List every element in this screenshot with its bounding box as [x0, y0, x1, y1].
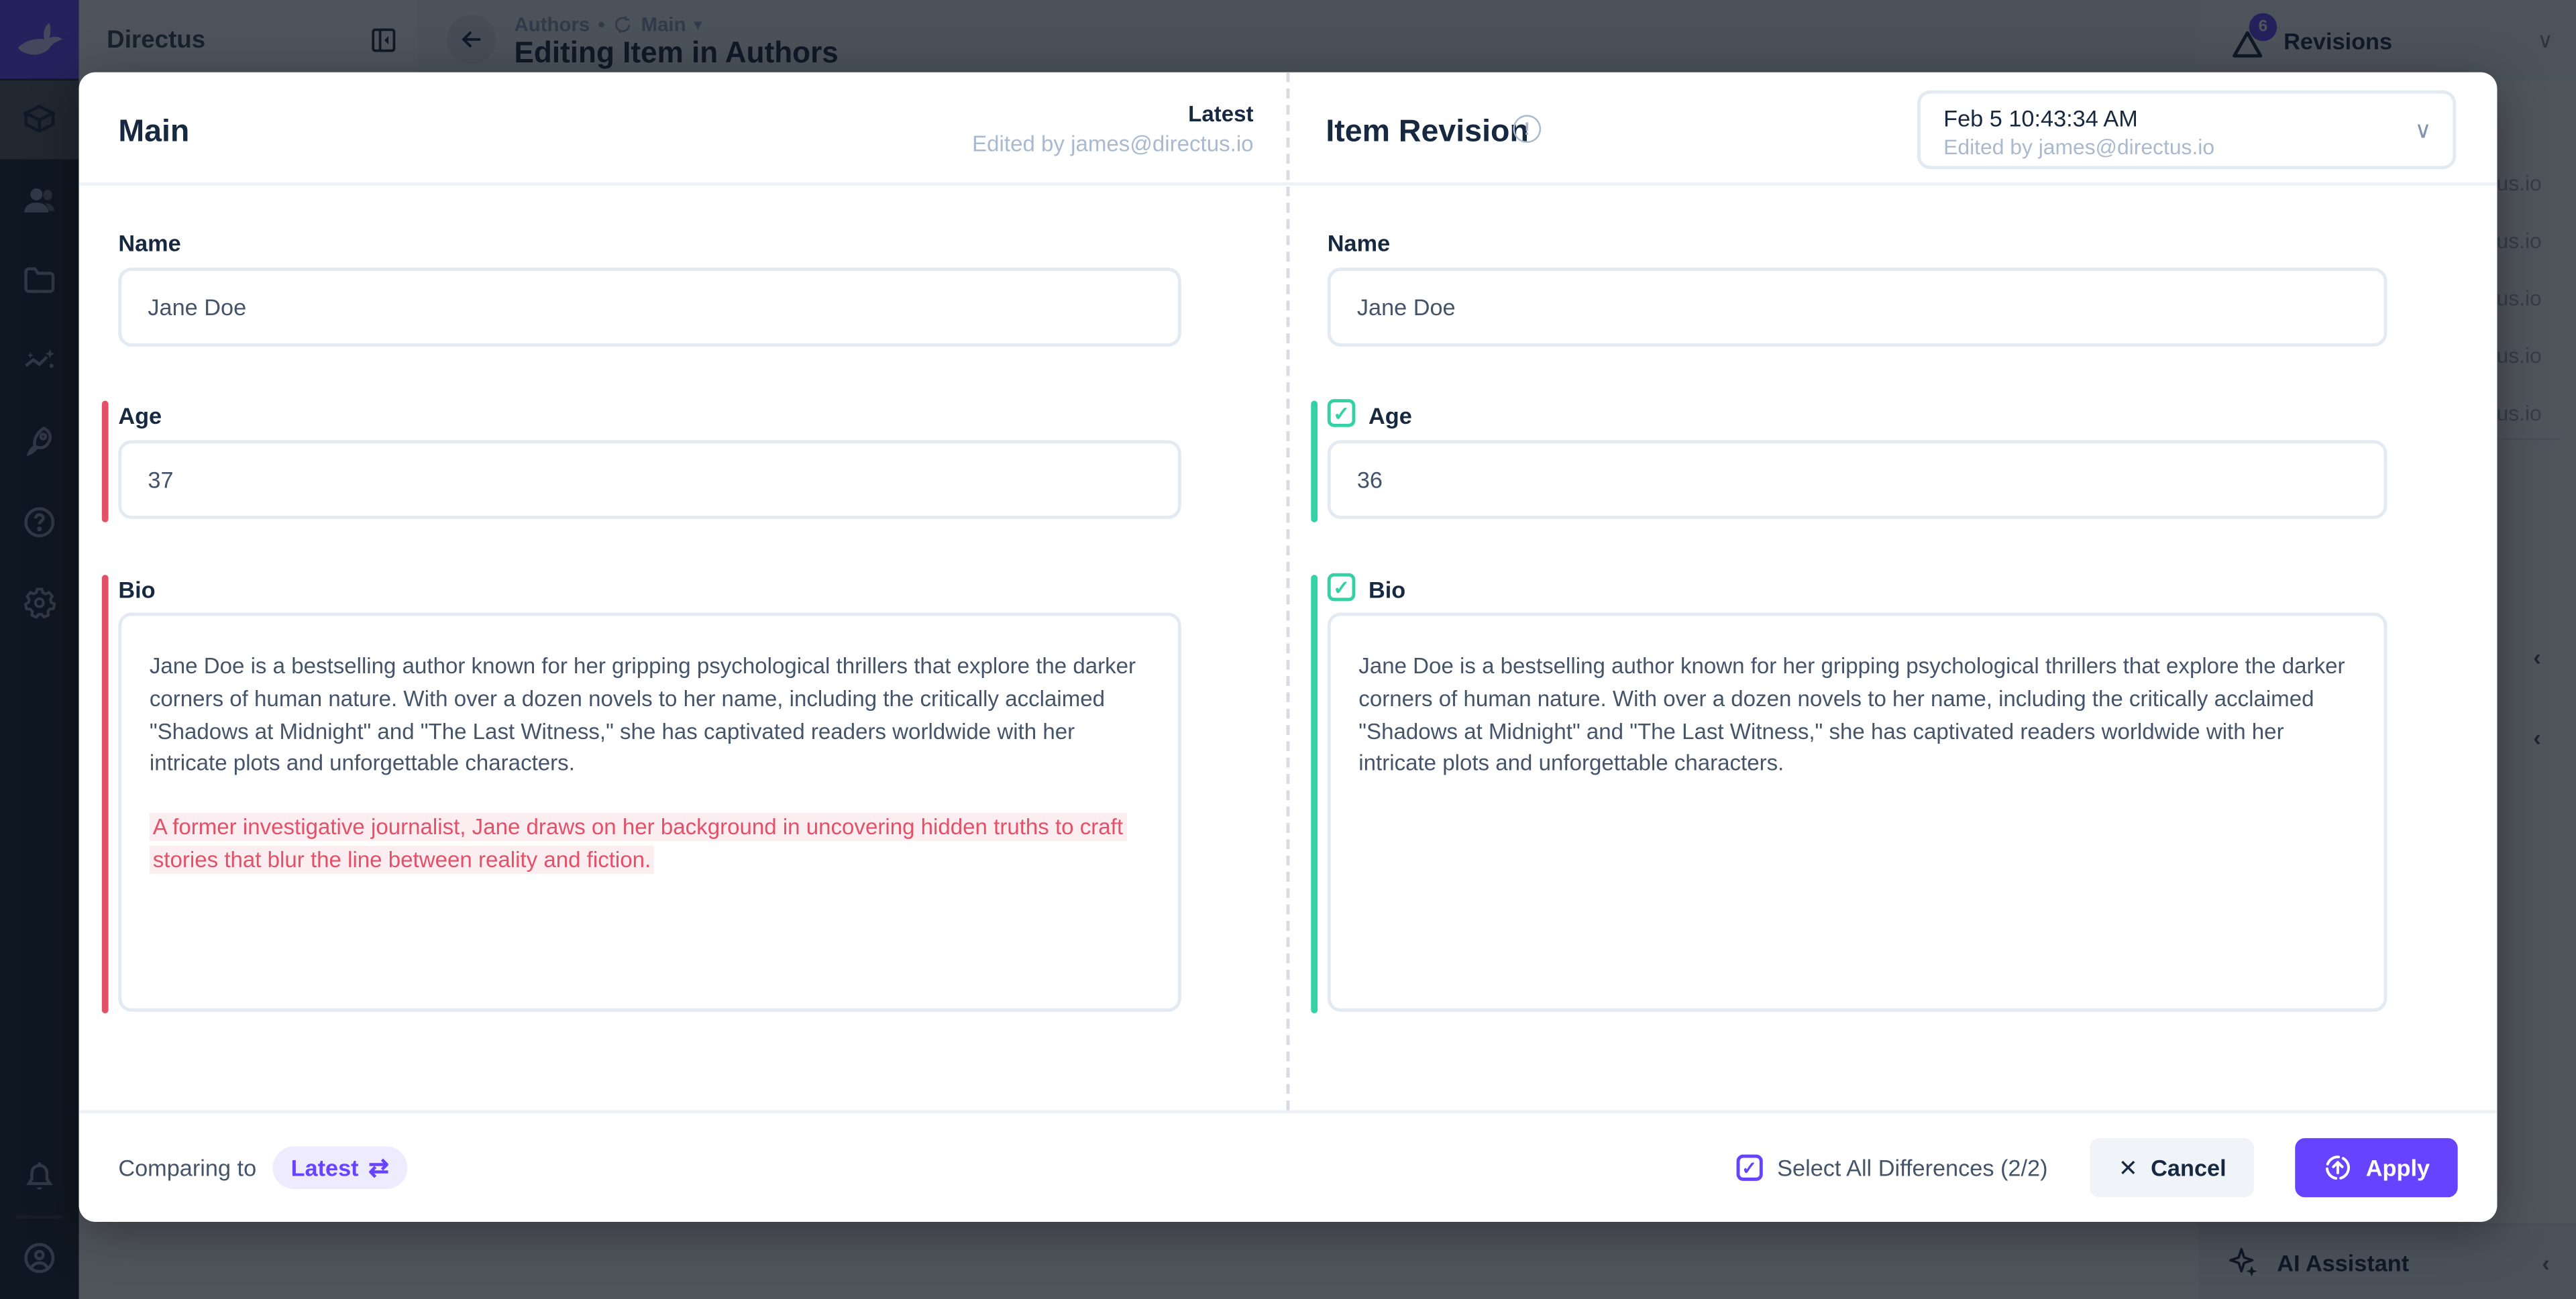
chevron-down-icon: ∨: [2414, 116, 2432, 144]
apply-commit-icon: [2326, 1155, 2351, 1180]
age-diff-checkbox[interactable]: ✓: [1327, 399, 1356, 427]
bio-field-label: Bio: [118, 576, 156, 603]
latest-edited-by: Edited by james@directus.io: [972, 131, 1254, 156]
cancel-label: Cancel: [2151, 1154, 2226, 1181]
info-icon[interactable]: !: [1513, 115, 1542, 144]
age-field-label-revision: Age: [1368, 402, 1412, 429]
revision-date: Feb 5 10:43:34 AM: [1943, 105, 2138, 131]
name-field-label-revision: Name: [1327, 229, 1391, 257]
compare-target-label: Latest: [290, 1154, 359, 1181]
select-all-label: Select All Differences (2/2): [1777, 1154, 2048, 1181]
age-diff-bar-removed: [101, 400, 109, 522]
name-input-current[interactable]: Jane Doe: [118, 268, 1181, 347]
age-field-label: Age: [118, 402, 162, 429]
age-diff-bar-added: [1311, 400, 1318, 522]
cancel-button[interactable]: ✕ Cancel: [2090, 1138, 2255, 1198]
bio-textarea-revision[interactable]: Jane Doe is a bestselling author known f…: [1327, 612, 2387, 1012]
age-input-revision[interactable]: 36: [1327, 440, 2387, 519]
compare-target-pill[interactable]: Latest ⇄: [272, 1146, 408, 1190]
revision-compare-modal: Main Latest Edited by james@directus.io …: [78, 72, 2498, 1223]
age-value-current: 37: [148, 466, 174, 493]
name-value-revision: Jane Doe: [1356, 294, 1456, 321]
footer-actions: ✓ Select All Differences (2/2) ✕ Cancel …: [1735, 1138, 2458, 1198]
close-icon: ✕: [2118, 1153, 2138, 1180]
bio-paragraph-deleted: A former investigative journalist, Jane …: [149, 811, 1150, 877]
bio-textarea-current[interactable]: Jane Doe is a bestselling author known f…: [118, 612, 1181, 1012]
latest-version-info: Latest Edited by james@directus.io: [972, 102, 1253, 156]
checkmark-icon: ✓: [1741, 1158, 1757, 1179]
name-input-revision[interactable]: Jane Doe: [1327, 268, 2387, 347]
age-value-revision: 36: [1356, 466, 1383, 493]
revision-select-dropdown[interactable]: Feb 5 10:43:34 AM Edited by james@direct…: [1917, 90, 2457, 170]
bio-diff-bar-removed: [101, 575, 109, 1014]
comparing-to-label: Comparing to: [118, 1154, 257, 1181]
checkmark-icon: ✓: [1333, 575, 1350, 599]
apply-button[interactable]: Apply: [2295, 1138, 2458, 1198]
bio-paragraph: Jane Doe is a bestselling author known f…: [149, 653, 1136, 776]
age-input-current[interactable]: 37: [118, 440, 1181, 519]
right-pane-title: Item Revision: [1326, 115, 1529, 150]
pane-divider: [1286, 72, 1290, 1111]
select-all-checkbox[interactable]: ✓: [1735, 1154, 1763, 1181]
name-value-current: Jane Doe: [148, 294, 247, 321]
bio-diff-bar-added: [1311, 575, 1318, 1014]
checkmark-icon: ✓: [1333, 401, 1350, 425]
bio-diff-checkbox[interactable]: ✓: [1327, 573, 1356, 602]
modal-footer: Comparing to Latest ⇄ ✓ Select All Diffe…: [78, 1110, 2498, 1223]
revision-edited-by: Edited by james@directus.io: [1943, 134, 2215, 160]
bio-field-label-revision: Bio: [1368, 576, 1406, 603]
apply-label: Apply: [2365, 1154, 2430, 1181]
swap-icon: ⇄: [368, 1154, 390, 1183]
name-field-label: Name: [118, 229, 181, 257]
latest-label: Latest: [1188, 101, 1254, 127]
left-pane-title: Main: [118, 115, 190, 150]
bio-paragraph: Jane Doe is a bestselling author known f…: [1358, 653, 2345, 776]
